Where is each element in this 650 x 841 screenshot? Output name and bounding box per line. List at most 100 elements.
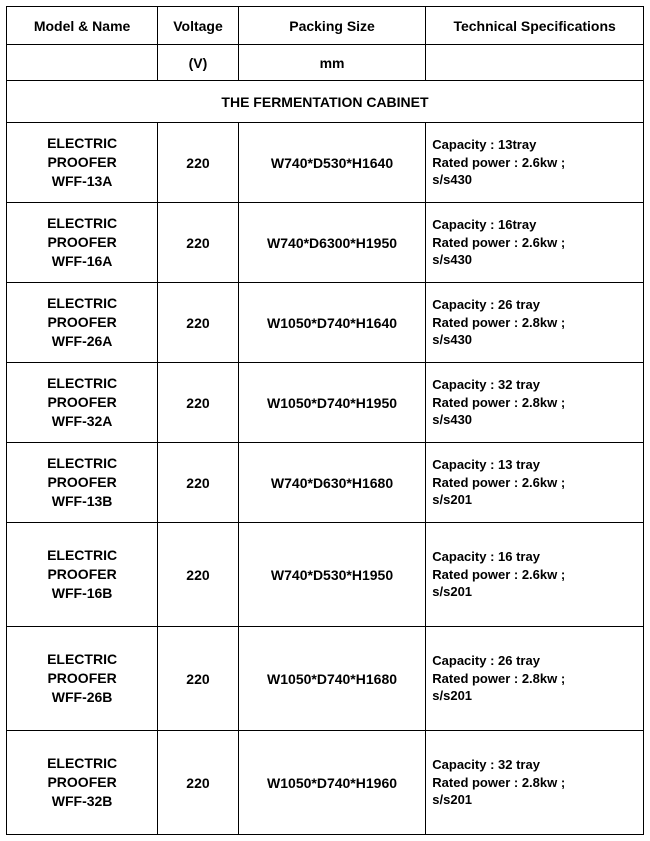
packing-cell: W1050*D740*H1680 <box>238 627 425 731</box>
model-line: WFF-32A <box>52 413 113 429</box>
specs-cell: Capacity : 16tray Rated power : 2.6kw ; s/… <box>426 203 644 283</box>
col-header-packing: Packing Size <box>238 7 425 45</box>
header-row: Model & Name Voltage Packing Size Techni… <box>7 7 644 45</box>
model-line: ELECTRIC <box>47 375 117 391</box>
model-line: ELECTRIC <box>47 547 117 563</box>
spec-line: Rated power : 2.6kw ; <box>432 475 565 490</box>
voltage-cell: 220 <box>158 123 239 203</box>
spec-line: Rated power : 2.8kw ; <box>432 315 565 330</box>
model-line: PROOFER <box>47 394 116 410</box>
table-row: ELECTRIC PROOFER WFF-16A 220W740*D6300*H195… <box>7 203 644 283</box>
model-line: ELECTRIC <box>47 755 117 771</box>
unit-packing: mm <box>238 45 425 81</box>
model-line: PROOFER <box>47 154 116 170</box>
voltage-cell: 220 <box>158 363 239 443</box>
spec-line: Capacity : 16 tray <box>432 549 540 564</box>
spec-line: s/s430 <box>432 412 472 427</box>
packing-cell: W740*D630*H1680 <box>238 443 425 523</box>
spec-line: s/s201 <box>432 584 472 599</box>
table-row: ELECTRIC PROOFER WFF-13B 220W740*D630*H1680… <box>7 443 644 523</box>
model-line: ELECTRIC <box>47 135 117 151</box>
model-line: WFF-13A <box>52 173 113 189</box>
spec-line: Rated power : 2.8kw ; <box>432 671 565 686</box>
spec-line: Capacity : 13tray <box>432 137 536 152</box>
model-line: ELECTRIC <box>47 455 117 471</box>
model-cell: ELECTRIC PROOFER WFF-32B <box>7 731 158 835</box>
model-cell: ELECTRIC PROOFER WFF-26A <box>7 283 158 363</box>
spec-line: s/s201 <box>432 792 472 807</box>
table-row: ELECTRIC PROOFER WFF-26B 220W1050*D740*H168… <box>7 627 644 731</box>
spec-line: Rated power : 2.6kw ; <box>432 155 565 170</box>
specs-cell: Capacity : 13 tray Rated power : 2.6kw ; s… <box>426 443 644 523</box>
spec-line: Rated power : 2.6kw ; <box>432 567 565 582</box>
spec-line: s/s430 <box>432 172 472 187</box>
model-cell: ELECTRIC PROOFER WFF-13A <box>7 123 158 203</box>
voltage-cell: 220 <box>158 203 239 283</box>
model-cell: ELECTRIC PROOFER WFF-32A <box>7 363 158 443</box>
model-line: WFF-26A <box>52 333 113 349</box>
model-line: PROOFER <box>47 566 116 582</box>
model-line: ELECTRIC <box>47 295 117 311</box>
model-line: WFF-16A <box>52 253 113 269</box>
units-row: (V) mm <box>7 45 644 81</box>
voltage-cell: 220 <box>158 627 239 731</box>
unit-model <box>7 45 158 81</box>
packing-cell: W740*D530*H1640 <box>238 123 425 203</box>
spec-line: Rated power : 2.8kw ; <box>432 775 565 790</box>
table-row: ELECTRIC PROOFER WFF-26A 220W1050*D740*H164… <box>7 283 644 363</box>
packing-cell: W740*D6300*H1950 <box>238 203 425 283</box>
section-row: THE FERMENTATION CABINET <box>7 81 644 123</box>
voltage-cell: 220 <box>158 523 239 627</box>
model-line: PROOFER <box>47 474 116 490</box>
specs-cell: Capacity : 26 tray Rated power : 2.8kw ; s… <box>426 283 644 363</box>
packing-cell: W740*D530*H1950 <box>238 523 425 627</box>
model-cell: ELECTRIC PROOFER WFF-13B <box>7 443 158 523</box>
specs-cell: Capacity : 16 tray Rated power : 2.6kw ; s… <box>426 523 644 627</box>
table-row: ELECTRIC PROOFER WFF-32B 220W1050*D740*H196… <box>7 731 644 835</box>
table-row: ELECTRIC PROOFER WFF-32A 220W1050*D740*H195… <box>7 363 644 443</box>
specs-cell: Capacity : 32 trayRated power : 2.8kw ;s… <box>426 363 644 443</box>
unit-voltage: (V) <box>158 45 239 81</box>
table-row: ELECTRIC PROOFER WFF-13A 220W740*D530*H1640… <box>7 123 644 203</box>
unit-specs <box>426 45 644 81</box>
spec-line: Capacity : 32 tray <box>432 377 540 392</box>
voltage-cell: 220 <box>158 283 239 363</box>
model-line: PROOFER <box>47 774 116 790</box>
model-line: WFF-26B <box>52 689 113 705</box>
col-header-voltage: Voltage <box>158 7 239 45</box>
col-header-model: Model & Name <box>7 7 158 45</box>
model-cell: ELECTRIC PROOFER WFF-16A <box>7 203 158 283</box>
spec-line: Capacity : 32 tray <box>432 757 540 772</box>
model-line: WFF-16B <box>52 585 113 601</box>
packing-cell: W1050*D740*H1640 <box>238 283 425 363</box>
specs-cell: Capacity : 32 tray Rated power : 2.8kw ; s… <box>426 731 644 835</box>
spec-line: Capacity : 13 tray <box>432 457 540 472</box>
specs-cell: Capacity : 13tray Rated power : 2.6kw ; s/… <box>426 123 644 203</box>
packing-cell: W1050*D740*H1960 <box>238 731 425 835</box>
model-line: ELECTRIC <box>47 651 117 667</box>
model-line: WFF-32B <box>52 793 113 809</box>
spec-line: s/s430 <box>432 252 472 267</box>
col-header-specs: Technical Specifications <box>426 7 644 45</box>
spec-line: s/s201 <box>432 688 472 703</box>
spec-line: Capacity : 16tray <box>432 217 536 232</box>
specs-cell: Capacity : 26 tray Rated power : 2.8kw ; s… <box>426 627 644 731</box>
model-line: ELECTRIC <box>47 215 117 231</box>
model-line: PROOFER <box>47 234 116 250</box>
section-title: THE FERMENTATION CABINET <box>7 81 644 123</box>
spec-line: Capacity : 26 tray <box>432 297 540 312</box>
spec-table: Model & Name Voltage Packing Size Techni… <box>6 6 644 835</box>
model-line: PROOFER <box>47 314 116 330</box>
spec-line: Rated power : 2.6kw ; <box>432 235 565 250</box>
model-cell: ELECTRIC PROOFER WFF-26B <box>7 627 158 731</box>
packing-cell: W1050*D740*H1950 <box>238 363 425 443</box>
model-line: PROOFER <box>47 670 116 686</box>
table-row: ELECTRIC PROOFER WFF-16B 220W740*D530*H1950… <box>7 523 644 627</box>
spec-line: Capacity : 26 tray <box>432 653 540 668</box>
model-line: WFF-13B <box>52 493 113 509</box>
model-cell: ELECTRIC PROOFER WFF-16B <box>7 523 158 627</box>
spec-line: s/s430 <box>432 332 472 347</box>
voltage-cell: 220 <box>158 443 239 523</box>
voltage-cell: 220 <box>158 731 239 835</box>
spec-line: s/s201 <box>432 492 472 507</box>
